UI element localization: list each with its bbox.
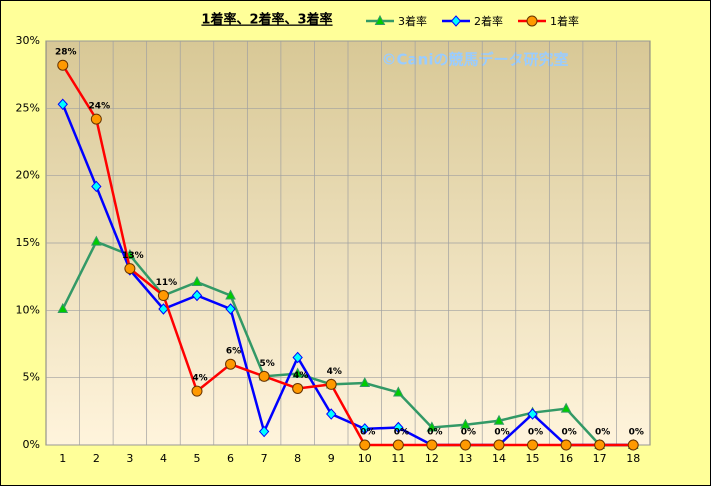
data-point bbox=[393, 421, 404, 434]
series-line bbox=[61, 103, 634, 447]
data-point bbox=[426, 421, 438, 432]
data-point bbox=[359, 423, 370, 435]
data-point bbox=[57, 98, 68, 111]
data-point bbox=[57, 59, 69, 71]
data-point bbox=[258, 425, 270, 438]
data-label: 0% bbox=[561, 428, 576, 438]
data-label: 13% bbox=[122, 251, 144, 261]
series-line bbox=[61, 240, 634, 447]
data-label: 24% bbox=[89, 102, 111, 112]
data-label: 4% bbox=[192, 374, 207, 384]
data-point bbox=[325, 378, 337, 390]
data-point bbox=[157, 290, 169, 302]
x-tick-label: 4 bbox=[160, 452, 167, 465]
data-point bbox=[225, 358, 237, 370]
legend-label: 2着率 bbox=[474, 14, 503, 28]
y-tick-label: 0% bbox=[23, 438, 40, 451]
data-point bbox=[393, 386, 404, 397]
data-point bbox=[493, 439, 505, 451]
x-tick-label: 11 bbox=[391, 452, 405, 465]
data-point bbox=[292, 351, 303, 364]
data-label: 0% bbox=[595, 428, 610, 438]
data-point bbox=[292, 382, 304, 394]
data-point bbox=[57, 302, 69, 313]
data-label: 11% bbox=[156, 278, 178, 288]
legend-marker bbox=[450, 15, 462, 27]
data-point bbox=[493, 414, 505, 425]
x-tick-label: 5 bbox=[194, 452, 201, 465]
data-point bbox=[392, 439, 404, 451]
y-tick-label: 10% bbox=[16, 303, 40, 316]
data-label: 28% bbox=[55, 48, 77, 58]
data-point bbox=[460, 418, 471, 429]
data-point bbox=[359, 376, 371, 388]
data-label: 0% bbox=[629, 428, 644, 438]
x-tick-label: 12 bbox=[425, 452, 439, 465]
data-point bbox=[225, 289, 236, 300]
data-label: 0% bbox=[461, 428, 476, 438]
data-point bbox=[225, 303, 236, 315]
x-tick-label: 7 bbox=[261, 452, 268, 465]
data-point bbox=[527, 408, 538, 420]
data-label: 4% bbox=[327, 367, 342, 377]
data-label: 4% bbox=[293, 371, 308, 381]
chart-title: 1着率、2着率、3着率 bbox=[201, 12, 332, 28]
x-tick-label: 10 bbox=[358, 452, 372, 465]
y-tick-label: 25% bbox=[16, 101, 40, 114]
data-point bbox=[191, 275, 203, 287]
data-point bbox=[326, 408, 337, 420]
watermark: ©Caniの競馬データ研究室 bbox=[382, 51, 569, 69]
series-line bbox=[61, 64, 634, 447]
data-point bbox=[191, 289, 203, 302]
data-label: 5% bbox=[259, 359, 274, 369]
data-point bbox=[191, 385, 203, 397]
data-label: 0% bbox=[427, 428, 442, 438]
data-point bbox=[91, 180, 102, 193]
data-point bbox=[527, 439, 539, 451]
data-point bbox=[560, 402, 572, 413]
legend-marker bbox=[374, 14, 386, 25]
y-tick-label: 5% bbox=[23, 371, 40, 384]
x-tick-label: 13 bbox=[458, 452, 472, 465]
x-tick-label: 17 bbox=[593, 452, 607, 465]
data-label: 0% bbox=[528, 428, 543, 438]
x-tick-label: 2 bbox=[93, 452, 100, 465]
data-label: 6% bbox=[226, 347, 241, 357]
data-point bbox=[90, 113, 102, 125]
x-tick-label: 9 bbox=[328, 452, 335, 465]
data-label: 0% bbox=[394, 428, 409, 438]
data-point bbox=[292, 367, 303, 378]
data-point bbox=[459, 439, 471, 451]
data-label: 0% bbox=[360, 428, 375, 438]
x-tick-label: 1 bbox=[59, 452, 66, 465]
x-tick-label: 18 bbox=[626, 452, 640, 465]
y-tick-label: 30% bbox=[16, 34, 40, 47]
y-tick-label: 20% bbox=[16, 169, 40, 182]
x-tick-label: 6 bbox=[227, 452, 234, 465]
y-tick-label: 15% bbox=[16, 236, 40, 249]
x-tick-label: 16 bbox=[559, 452, 573, 465]
data-point bbox=[359, 439, 371, 451]
data-point bbox=[124, 263, 136, 275]
x-tick-label: 3 bbox=[126, 452, 133, 465]
data-point bbox=[258, 370, 270, 382]
data-point bbox=[627, 439, 639, 451]
data-point bbox=[560, 439, 572, 451]
data-label: 0% bbox=[494, 428, 509, 438]
data-point bbox=[594, 439, 606, 451]
data-point bbox=[426, 439, 438, 451]
x-tick-label: 15 bbox=[526, 452, 540, 465]
legend-label: 1着率 bbox=[550, 14, 579, 28]
legend-label: 3着率 bbox=[398, 14, 427, 28]
data-point bbox=[91, 235, 102, 246]
legend-marker bbox=[526, 15, 538, 27]
x-tick-label: 8 bbox=[294, 452, 301, 465]
x-tick-label: 14 bbox=[492, 452, 506, 465]
